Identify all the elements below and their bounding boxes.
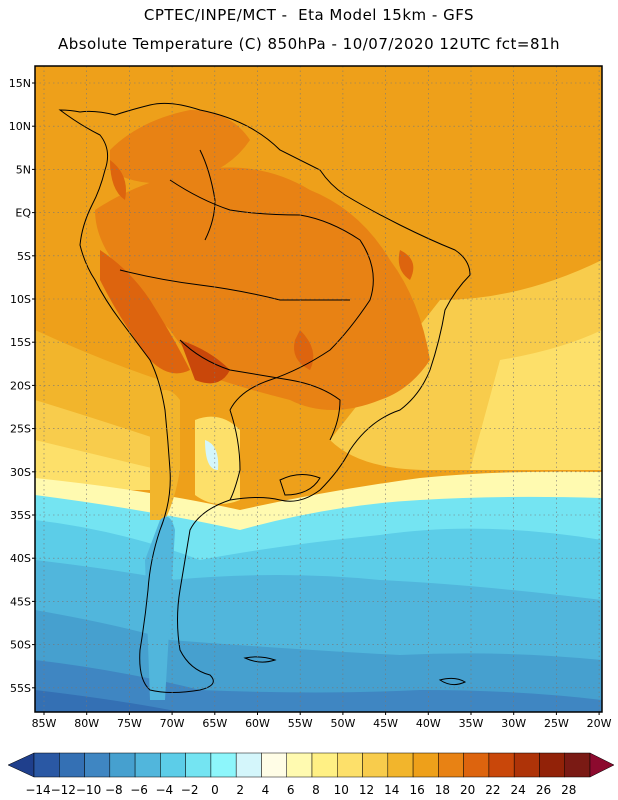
colorbar-swatch	[438, 752, 464, 778]
colorbar-arrow-low	[7, 752, 35, 778]
longitude-label: 30W	[501, 717, 526, 730]
latitude-label: 55S	[10, 682, 31, 695]
chart-title-line2: Absolute Temperature (C) 850hPa - 10/07/…	[57, 35, 561, 53]
latitude-label: 25S	[10, 423, 31, 436]
colorbar-swatch	[59, 752, 85, 778]
colorbar-label: 20	[460, 783, 475, 797]
longitude-label: 35W	[459, 717, 484, 730]
colorbar-swatch	[539, 752, 565, 778]
chart-title-line1: CPTEC/INPE/MCT - Eta Model 15km - GFS	[143, 6, 475, 24]
longitude-label: 40W	[416, 717, 441, 730]
colorbar-label: 8	[312, 783, 320, 797]
colorbar-label: 14	[384, 783, 399, 797]
colorbar-swatch	[564, 752, 591, 778]
latitude-label: 5S	[17, 250, 31, 263]
longitude-label: 60W	[245, 717, 270, 730]
colorbar-label: 6	[287, 783, 295, 797]
longitude-label: 70W	[160, 717, 185, 730]
latitude-label: 30S	[10, 466, 31, 479]
colorbar-label: −8	[105, 783, 123, 797]
colorbar-swatch	[235, 752, 262, 778]
colorbar-label: −14	[25, 783, 50, 797]
longitude-label: 80W	[74, 717, 99, 730]
colorbar-swatch	[412, 752, 439, 778]
colorbar-label: 4	[262, 783, 270, 797]
longitude-label: 45W	[373, 717, 398, 730]
colorbar-swatch	[387, 752, 414, 778]
latitude-label: EQ	[15, 207, 31, 220]
longitude-label: 85W	[32, 717, 57, 730]
longitude-label: 75W	[117, 717, 142, 730]
colorbar-swatch	[463, 752, 490, 778]
colorbar-swatch	[33, 752, 60, 778]
colorbar-label: −6	[130, 783, 148, 797]
colorbar-swatch	[185, 752, 212, 778]
longitude-label: 20W	[587, 717, 612, 730]
longitude-label: 55W	[288, 717, 313, 730]
latitude-label: 10N	[9, 120, 31, 133]
colorbar-label: 28	[561, 783, 576, 797]
latitude-label: 5N	[16, 163, 31, 176]
longitude-label: 50W	[330, 717, 355, 730]
colorbar-swatch	[84, 752, 111, 778]
colorbar-swatch	[261, 752, 287, 778]
colorbar-swatch	[488, 752, 515, 778]
latitude-label: 10S	[10, 293, 31, 306]
colorbar-swatch	[160, 752, 186, 778]
colorbar-label: 22	[485, 783, 500, 797]
colorbar-label: −12	[51, 783, 76, 797]
colorbar-label: −10	[76, 783, 101, 797]
colorbar-label: −4	[156, 783, 174, 797]
colorbar-label: 12	[359, 783, 374, 797]
colorbar-swatch	[513, 752, 540, 778]
colorbar-arrow-high	[589, 752, 615, 778]
colorbar-swatch	[134, 752, 161, 778]
longitude-labels: 85W 80W 75W 70W 65W 60W 55W 50W 45W 40W 35W 30W 25W 2…	[32, 712, 612, 730]
longitude-label: 25W	[544, 717, 569, 730]
colorbar-label: 24	[511, 783, 526, 797]
coastline	[58, 102, 471, 693]
colorbar-label: 16	[409, 783, 424, 797]
colorbar-swatch	[311, 752, 338, 778]
colorbar-label: 0	[211, 783, 219, 797]
graticule	[35, 66, 602, 712]
colorbar-label: 2	[236, 783, 244, 797]
latitude-label: 20S	[10, 379, 31, 392]
longitude-label: 65W	[202, 717, 227, 730]
latitude-labels: 15N 10N 5N EQ 5S 10S 15S 20S 25S 30S 35S 40S 45S 50S 5…	[9, 77, 35, 695]
colorbar-swatch	[362, 752, 389, 778]
colorbar-swatch	[286, 752, 313, 778]
latitude-label: 40S	[10, 552, 31, 565]
latitude-label: 45S	[10, 595, 31, 608]
colorbar-swatch	[109, 752, 136, 778]
colorbar-swatch	[337, 752, 363, 778]
colorbar-label: 26	[536, 783, 551, 797]
colorbar-label: −2	[181, 783, 199, 797]
colorbar-swatch	[210, 752, 237, 778]
latitude-label: 50S	[10, 639, 31, 652]
latitude-label: 15N	[9, 77, 31, 90]
latitude-label: 15S	[10, 336, 31, 349]
latitude-label: 35S	[10, 509, 31, 522]
map-frame	[34, 65, 603, 713]
colorbar-label: 10	[334, 783, 349, 797]
colorbar-label: 18	[435, 783, 450, 797]
map-field	[35, 66, 602, 712]
